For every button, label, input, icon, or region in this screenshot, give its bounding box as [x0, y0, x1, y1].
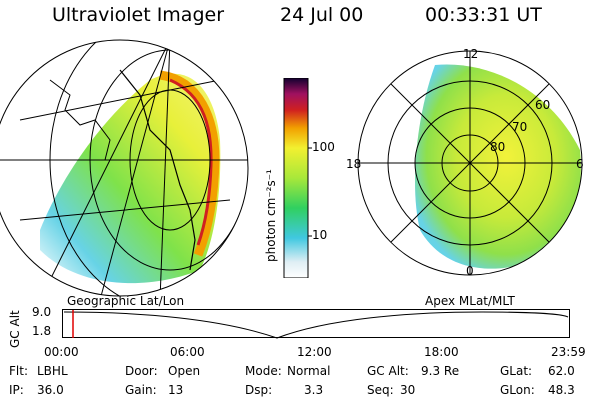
emission-region: [40, 73, 221, 284]
door-value: Open: [168, 364, 201, 378]
glon-label: GLon:: [500, 383, 535, 397]
altitude-curve: [63, 311, 569, 339]
dsp-label: Dsp:: [245, 383, 273, 397]
timeline-x-tick-1800: 18:00: [424, 345, 459, 359]
imager-title: Ultraviolet Imager: [52, 4, 225, 26]
intensity-colorbar: [283, 78, 312, 278]
altitude-timeline[interactable]: [62, 309, 572, 341]
glat-value: 62.0: [548, 364, 575, 378]
mlt-label-18: 18: [346, 157, 362, 171]
glon-value: 48.3: [548, 383, 575, 397]
geographic-panel-caption: Geographic Lat/Lon: [67, 294, 185, 308]
mode-value: Normal: [287, 364, 331, 378]
gc-alt-value: 9.3 Re: [421, 364, 460, 378]
timeline-y-tick-1-8: 1.8: [32, 324, 52, 338]
door-label: Door:: [125, 364, 158, 378]
timeline-x-tick-0600: 06:00: [170, 345, 205, 359]
timeline-x-tick-1200: 12:00: [297, 345, 332, 359]
glat-label: GLat:: [500, 364, 533, 378]
mlt-label-0: 0: [466, 264, 474, 278]
polar-auroral-image: [357, 50, 583, 276]
colorbar-tick-100: 100: [312, 140, 335, 154]
mode-label: Mode:: [245, 364, 282, 378]
coastline: [119, 69, 196, 271]
geo-grid: [0, 40, 248, 296]
dsp-value: 3.3: [304, 383, 324, 397]
geographic-auroral-image: [0, 39, 249, 297]
coastline-north: [49, 79, 111, 161]
mlt-label-12: 12: [463, 47, 479, 61]
image-date: 24 Jul 00: [280, 4, 364, 26]
earth-limb: [0, 39, 249, 297]
ip-value: 36.0: [37, 383, 64, 397]
timeline-y-tick-9-0: 9.0: [32, 305, 52, 319]
timeline-y-axis-label: GC Alt: [8, 310, 22, 348]
seq-label: Seq:: [367, 383, 394, 397]
polar-grid: [357, 50, 583, 276]
filter-value: LBHL: [37, 364, 68, 378]
colorbar-unit-label: photon cm⁻²s⁻¹: [264, 169, 278, 262]
gain-value: 13: [168, 383, 184, 397]
auroral-oval-peak: [169, 78, 213, 246]
seq-value: 30: [400, 383, 416, 397]
mlat-label-70: 70: [512, 120, 528, 134]
gain-label: Gain:: [125, 383, 157, 397]
polar-panel-caption: Apex MLat/MLT: [425, 294, 515, 308]
timeline-x-tick-2359: 23:59: [551, 345, 586, 359]
mlt-label-6: 6: [576, 157, 584, 171]
colorbar-tick-10: 10: [312, 228, 328, 242]
gc-alt-label: GC Alt:: [367, 364, 409, 378]
timeline-x-tick-0000: 00:00: [44, 345, 79, 359]
mlat-label-80: 80: [490, 140, 506, 154]
filter-label: Flt:: [9, 364, 28, 378]
mlat-label-60: 60: [535, 98, 551, 112]
ip-label: IP:: [9, 383, 24, 397]
image-time: 00:33:31 UT: [425, 4, 542, 26]
